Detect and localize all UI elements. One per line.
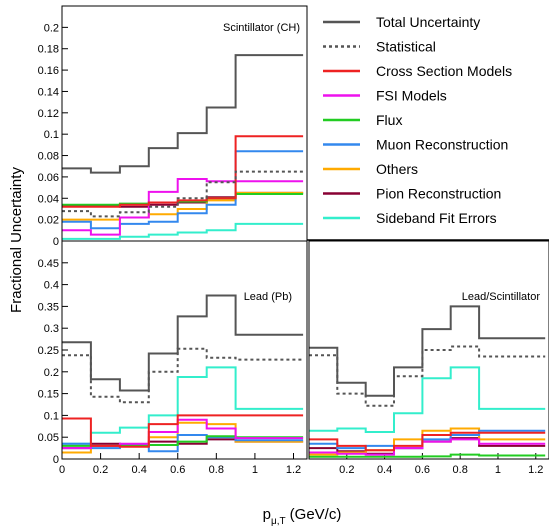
legend-label: FSI Models (376, 88, 447, 104)
x-axis-label-unit: (GeV/c) (290, 506, 342, 523)
series-muon-reconstruction (62, 150, 304, 230)
series-fsi-models (309, 438, 546, 456)
series-flux (309, 453, 546, 458)
series-total-uncertainty (309, 305, 546, 397)
y-axis-label: Fractional Uncertainty (8, 167, 25, 313)
y-tick-label: 0.16 (38, 65, 59, 77)
legend-label: Muon Reconstruction (376, 137, 508, 153)
series-sideband-fit-errors (62, 222, 304, 240)
y-tick-label: 0.2 (44, 367, 59, 379)
legend: Total Uncertainty Statistical Cross Sectio… (307, 0, 549, 241)
y-tick-label: 0.4 (44, 280, 59, 292)
series-others (309, 427, 546, 456)
x-axis-label-main: p (263, 506, 271, 523)
plot-area (309, 241, 549, 459)
y-tick-label: 0.1 (44, 129, 59, 141)
x-tick-label: 1.2 (528, 464, 543, 476)
y-tick-label: 0.18 (38, 44, 59, 56)
legend-label: Total Uncertainty (376, 14, 480, 30)
plot-frame (308, 240, 549, 460)
x-tick-label: 1.2 (286, 464, 301, 476)
y-tick-label: 0.1 (44, 410, 59, 422)
series-sideband-fit-errors (62, 366, 304, 445)
x-tick-label: 0.8 (209, 464, 224, 476)
series-total-uncertainty (62, 54, 304, 174)
legend-label: Statistical (376, 39, 436, 55)
y-tick-label: 0.35 (38, 301, 59, 313)
y-tick-label: 0.08 (38, 151, 59, 163)
x-tick-label: 1 (495, 464, 501, 476)
panel-1: 0 0.02 0.04 0.06 0.08 0.1 0.12 0.14 0.16 0.18 0.2 S… (38, 5, 308, 248)
x-tick-label: 0.2 (93, 464, 108, 476)
panel-title: Lead (Pb) (244, 291, 292, 303)
series-total-uncertainty (62, 294, 304, 392)
legend-label: Flux (376, 112, 402, 128)
y-tick-label: 0.45 (38, 258, 59, 270)
y-tick-label: 0.25 (38, 345, 59, 357)
x-tick-label: 0 (59, 464, 65, 476)
x-tick-label: 0.2 (339, 464, 354, 476)
x-axis-label-sub: μ,T (271, 516, 286, 527)
panel-title: Scintillator (CH) (223, 22, 300, 34)
series-pion-reconstruction (62, 438, 304, 450)
series-cross-section-models (62, 414, 304, 448)
y-tick-label: 0 (53, 236, 59, 248)
series-statistical (62, 170, 304, 218)
x-tick-label: 0.8 (453, 464, 468, 476)
x-tick-label: 0.6 (170, 464, 185, 476)
y-tick-label: 0.15 (38, 389, 59, 401)
plot-frame (61, 240, 308, 460)
x-axis-label: pμ,T (GeV/c) (263, 506, 342, 527)
y-tick-label: 0.04 (38, 193, 59, 205)
y-tick-label: 0.02 (38, 215, 59, 227)
y-tick-label: 0.2 (44, 22, 59, 34)
legend-label: Cross Section Models (376, 63, 512, 79)
series-cross-section-models (309, 431, 546, 452)
legend-label: Others (376, 161, 418, 177)
panels: 0 0.02 0.04 0.06 0.08 0.1 0.12 0.14 0.16 0.18 0.2 S… (38, 5, 549, 476)
legend-label: Pion Reconstruction (376, 186, 501, 202)
y-tick-label: 0.06 (38, 172, 59, 184)
y-tick-label: 0 (53, 454, 59, 466)
panel-3: 0.2 0.4 0.6 0.8 1 1.2 Lead/Scintillator (308, 240, 549, 476)
y-tick-label: 0.14 (38, 86, 59, 98)
y-tick-label: 0.3 (44, 323, 59, 335)
series-fsi-models (62, 178, 304, 236)
plot-area (62, 241, 307, 459)
y-tick-label: 0.05 (38, 432, 59, 444)
series-statistical (62, 347, 304, 404)
x-tick-label: 0.4 (132, 464, 147, 476)
x-tick-label: 1 (252, 464, 258, 476)
legend-label: Sideband Fit Errors (376, 210, 497, 226)
panel-2: 0 0.05 0.1 0.15 0.2 0.25 0.3 0.35 0.4 0.45 0 0.2 0.4… (38, 240, 308, 476)
x-tick-label: 0.4 (377, 464, 392, 476)
series-sideband-fit-errors (309, 366, 546, 433)
y-tick-label: 0.12 (38, 108, 59, 120)
panel-title: Lead/Scintillator (462, 291, 541, 303)
x-tick-label: 0.6 (415, 464, 430, 476)
